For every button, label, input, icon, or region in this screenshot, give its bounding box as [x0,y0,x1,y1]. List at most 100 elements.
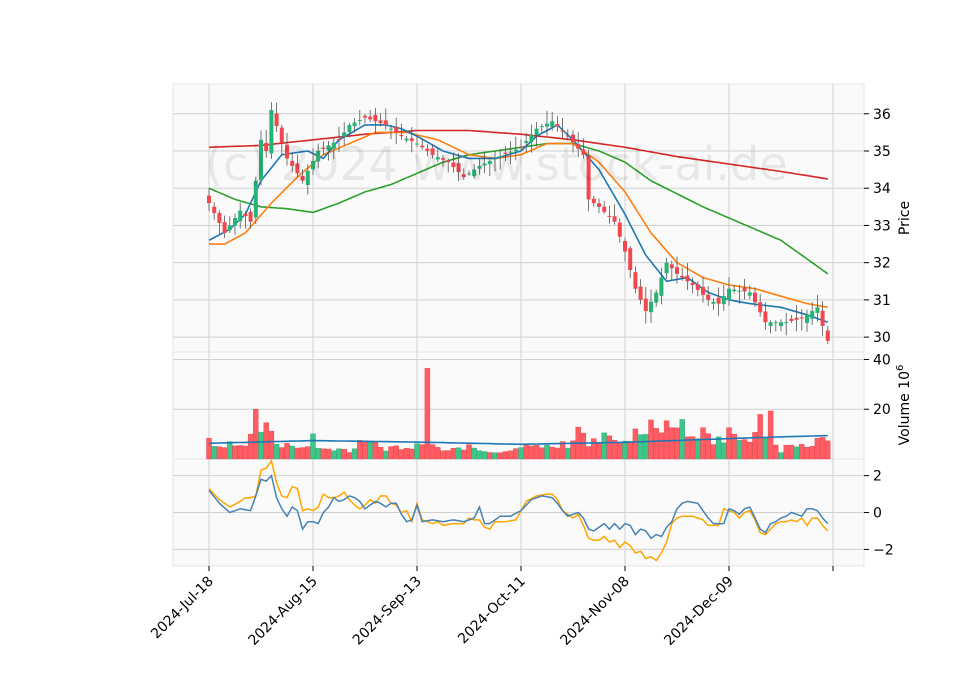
volume-bar [372,441,379,460]
volume-bar [565,447,571,460]
volume-bar [253,409,259,460]
volume-bar [487,452,493,460]
y-tick-label: 20 [873,402,891,418]
volume-bar [731,433,737,460]
candle-body [768,322,773,327]
candle-body [602,206,607,212]
candle-body [378,120,383,124]
candle-body [810,311,815,319]
volume-bar [476,450,483,460]
candle-body [649,301,653,313]
candle-body [669,264,674,269]
volume-bar [721,442,727,460]
candle-body [430,148,435,155]
candle-body [690,282,695,285]
candle-body [399,134,404,137]
candle-body [758,302,763,313]
volume-bar [653,428,659,460]
candle-body [347,124,352,132]
volume-bar [518,447,524,460]
volume-bar [747,441,753,460]
volume-bar [466,444,472,460]
candle-body [664,262,669,274]
volume-bar [679,419,685,460]
candle-body [545,123,549,127]
volume-average-line [208,434,828,446]
volume-bar [648,419,654,460]
candle-body [493,158,497,160]
volume-bar [346,452,353,460]
y-tick-label: 33 [873,218,891,234]
volume-bar [450,448,457,460]
candle-body [643,298,648,312]
volume-bar [403,448,410,460]
volume-bar [617,442,623,460]
candles [207,102,830,345]
indicator-orange-line [208,458,829,562]
volume-bar [367,441,373,460]
volume-bar [497,452,503,460]
candle-body [706,294,711,300]
candle-body [675,267,679,274]
candle-body [560,130,565,132]
volume-bar [570,440,576,460]
candle-body [482,163,487,166]
candle-body [212,206,217,214]
volume-bar [809,446,815,460]
volume-bar [825,440,831,460]
candle-body [597,203,601,207]
candle-body [487,160,492,165]
candle-body [311,160,315,170]
volume-bar [663,420,670,460]
candle-body [820,310,825,326]
candle-body [784,322,789,324]
candle-body [269,110,274,154]
volume-bar [268,430,275,460]
candle-body [435,157,440,160]
y-tick-label: −2 [873,542,894,558]
volume-bar [611,440,618,460]
candle-body [456,163,461,173]
volume-bars [206,367,831,460]
candle-body [243,213,248,217]
volume-bar [767,410,774,460]
volume-bar [689,436,696,460]
volume-bar [279,447,285,460]
candle-body [633,272,638,289]
candle-body [394,126,399,133]
candle-body [701,286,705,295]
volume-bar [492,452,498,460]
volume-bar [258,431,264,460]
candle-body [742,287,747,292]
candle-body [207,195,211,204]
candle-body [805,314,809,323]
volume-axis-title: Volume 106 [895,365,913,446]
candle-body [326,145,331,151]
candle-body [815,307,820,313]
candle-body [383,120,388,125]
watermark: (c) 2024 www.stock-ai.de [205,137,788,191]
candle-body [389,128,393,130]
volume-bar [398,449,405,460]
candle-body [763,311,768,323]
candle-body [331,142,336,149]
volume-bar [461,449,467,460]
y-tick-label: 30 [873,330,891,346]
volume-bar [804,447,810,460]
volume-bar [778,452,784,460]
candle-body [779,322,783,326]
y-tick-label: 32 [873,256,891,272]
volume-bar [559,441,566,460]
candle-body [519,146,523,148]
candle-body [415,143,419,145]
volume-bar [523,443,529,460]
price-axis-title: Price [897,201,913,235]
y-tick-label: 2 [873,469,882,485]
volume-bar [773,444,779,460]
candle-body [420,145,425,148]
volume-bar [331,450,337,460]
volume-bar [736,440,743,460]
candle-body [628,248,633,271]
candle-body [513,149,518,152]
